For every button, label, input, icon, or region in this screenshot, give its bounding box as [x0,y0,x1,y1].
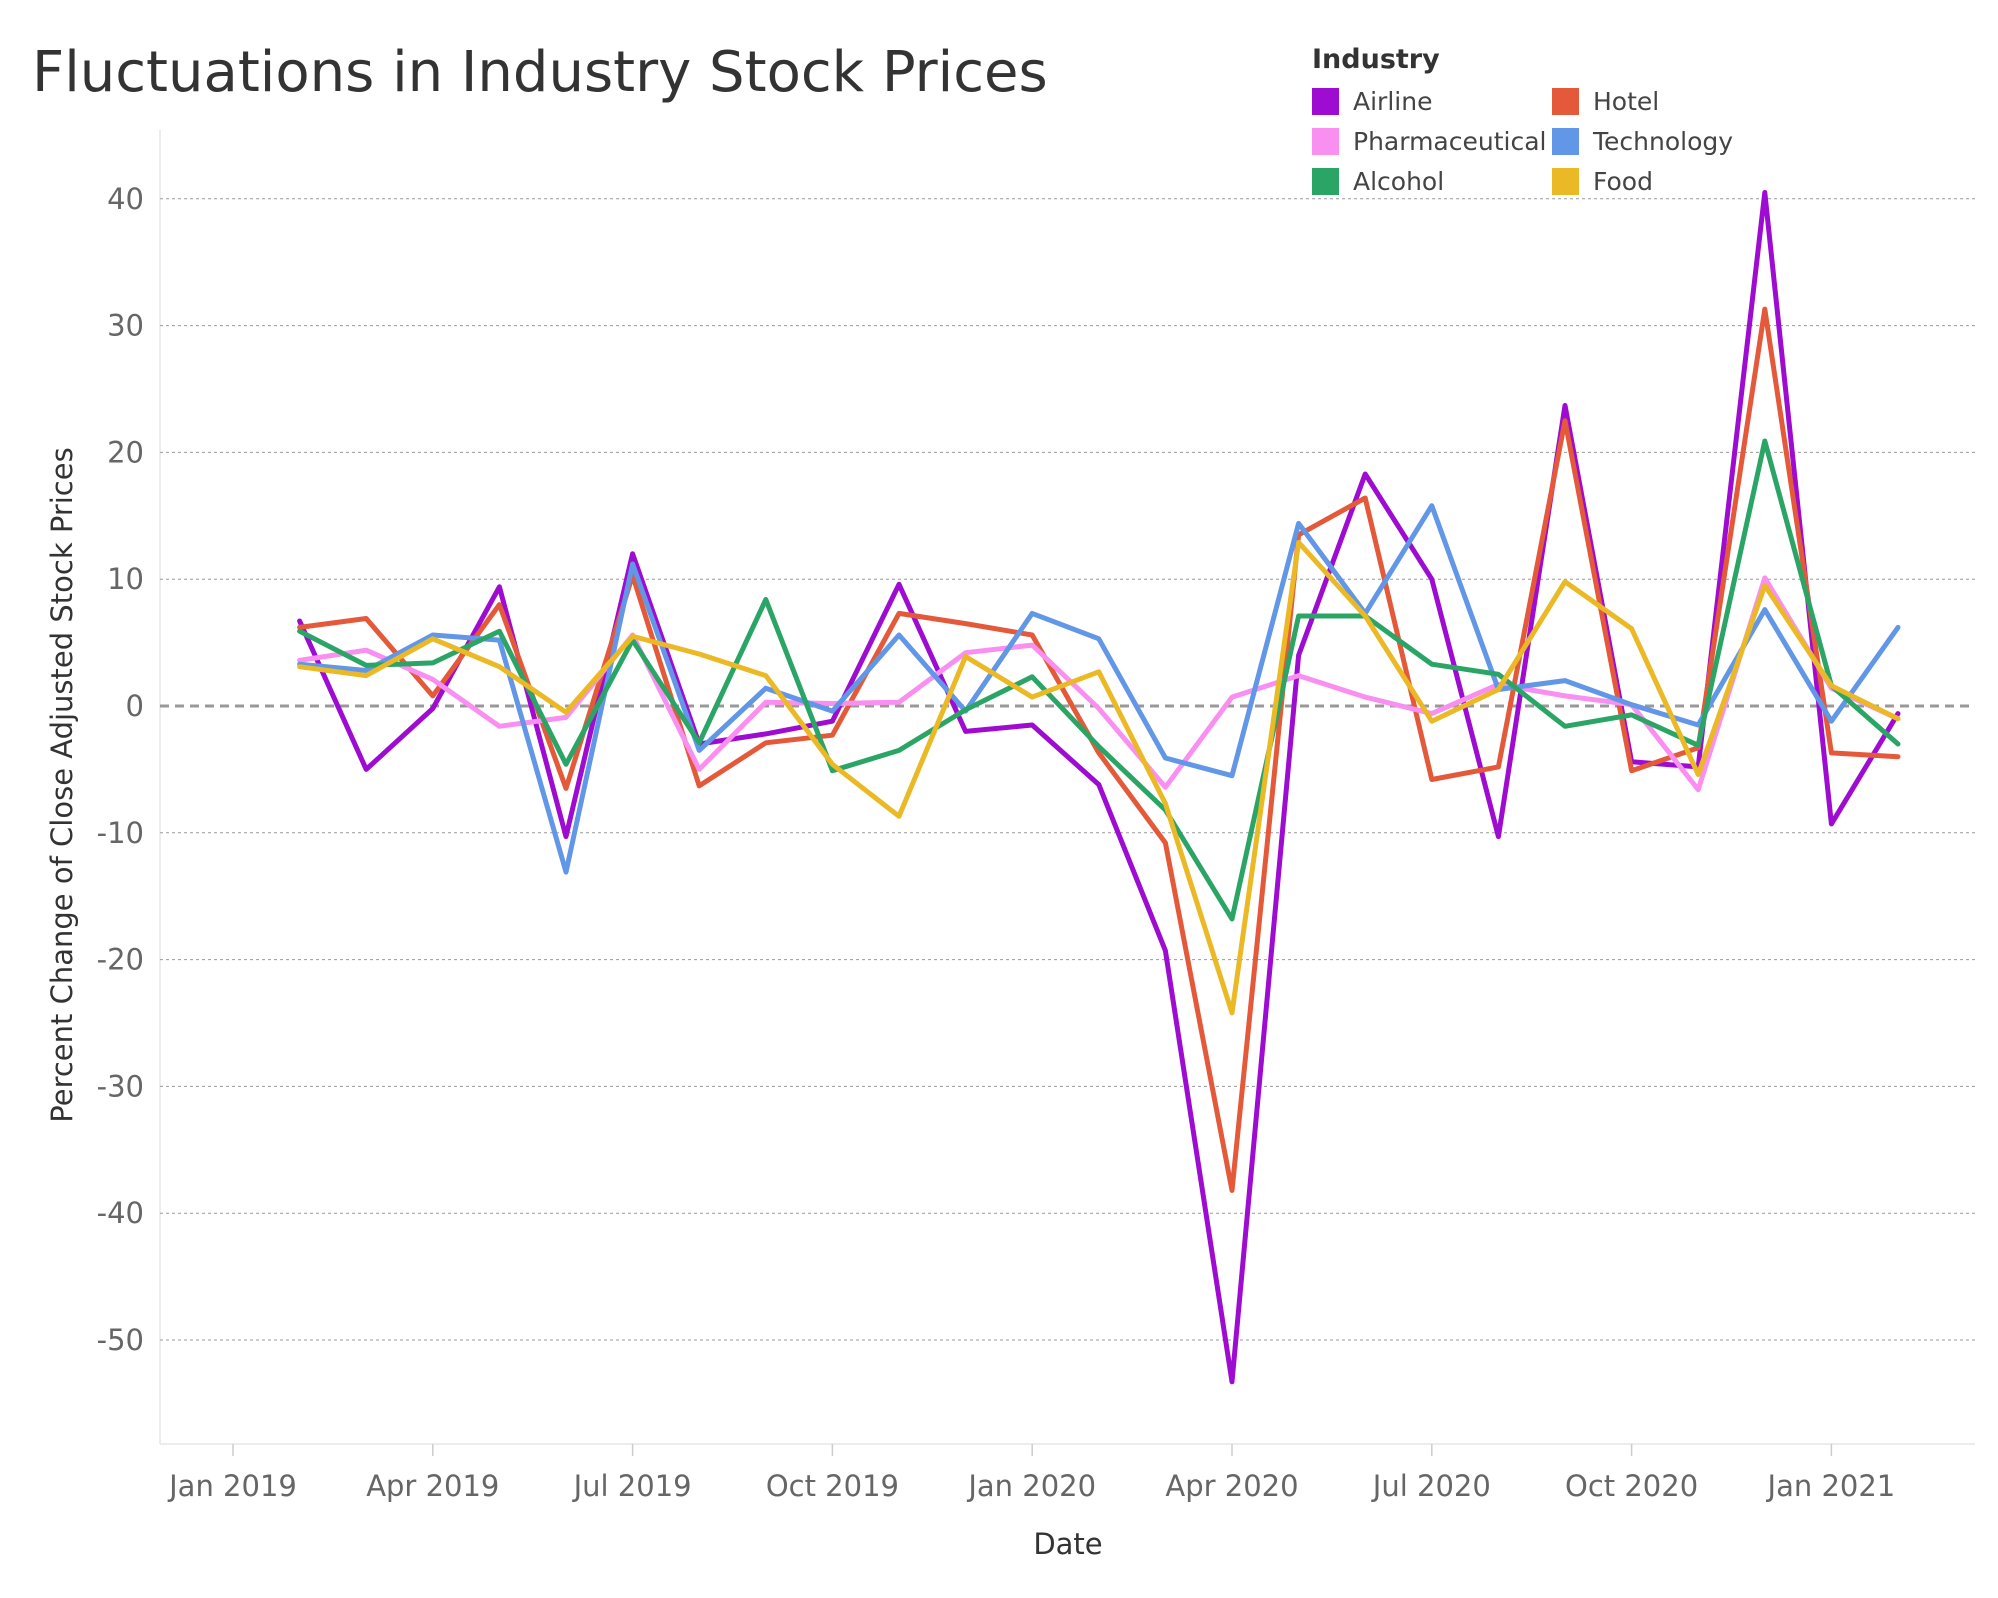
y-tick-label: -40 [97,1196,144,1230]
legend-item-technology: Technology [1552,121,1772,161]
legend-item-airline: Airline [1312,81,1552,121]
x-tick-label: Apr 2019 [366,1469,499,1503]
chart-title: Fluctuations in Industry Stock Prices [32,40,1048,105]
y-tick-label: 40 [107,182,144,216]
y-axis-title: Percent Change of Close Adjusted Stock P… [45,447,79,1122]
x-tick-label: Apr 2020 [1165,1469,1298,1503]
series-line-food [297,539,1901,1016]
x-tick-label: Jan 2021 [1766,1469,1896,1503]
y-tick-label: -30 [97,1069,144,1103]
legend-label: Food [1593,166,1653,196]
legend-label: Alcohol [1353,166,1445,196]
x-tick-label: Oct 2019 [766,1469,899,1503]
legend-swatch [1312,127,1339,155]
legend-swatch [1552,127,1579,155]
x-tick-label: Jul 2019 [572,1469,692,1503]
series-line-hotel [297,306,1901,1193]
legend-swatch [1312,87,1339,115]
legend-label: Pharmaceutical [1353,126,1547,156]
series-line-alcohol [297,438,1901,922]
series-line-technology [297,503,1901,875]
x-axis-title: Date [1033,1527,1102,1561]
x-tick-label: Jul 2020 [1371,1469,1491,1503]
legend-item-hotel: Hotel [1552,81,1772,121]
y-tick-label: -10 [97,816,144,850]
y-tick-label: -50 [97,1323,144,1357]
legend: Industry Airline Hotel Pharmaceutical Techn… [1312,44,1772,201]
y-tick-label: 10 [107,562,144,596]
y-tick-label: -20 [97,943,144,977]
legend-items: Airline Hotel Pharmaceutical Technology Alco… [1312,81,1772,201]
legend-item-food: Food [1552,161,1772,201]
legend-label: Hotel [1593,86,1660,116]
legend-label: Technology [1593,126,1734,156]
legend-item-pharmaceutical: Pharmaceutical [1312,121,1552,161]
legend-title: Industry [1312,44,1440,75]
legend-swatch [1552,167,1579,195]
x-tick-label: Oct 2020 [1565,1469,1698,1503]
x-tick-label: Jan 2019 [167,1469,297,1503]
legend-label: Airline [1353,86,1433,116]
y-tick-label: 30 [107,309,144,343]
legend-swatch [1552,87,1579,115]
legend-item-alcohol: Alcohol [1312,161,1552,201]
y-tick-label: 20 [107,435,144,469]
y-tick-label: 0 [126,689,144,723]
x-tick-label: Jan 2020 [966,1469,1096,1503]
legend-swatch [1312,167,1339,195]
